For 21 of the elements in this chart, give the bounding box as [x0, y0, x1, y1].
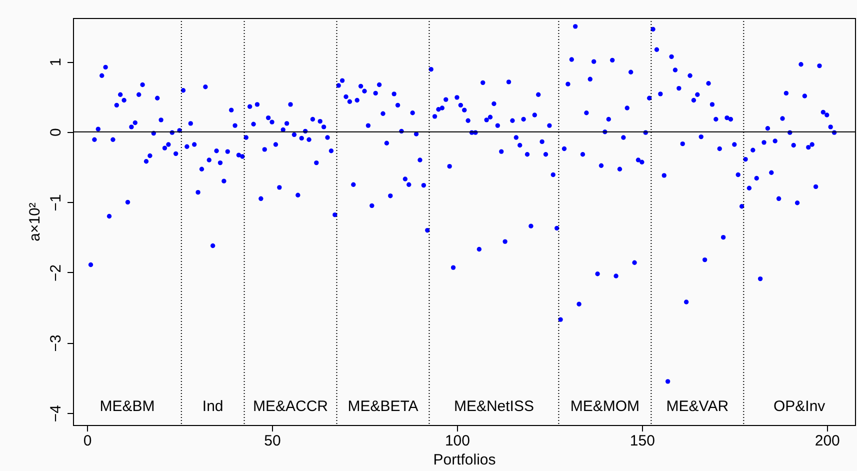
annotation: Ind	[202, 398, 224, 415]
y-tick-label: 0	[48, 128, 64, 137]
annotation: ME&NetISS	[454, 398, 534, 415]
y-tick-label: −1	[48, 194, 64, 212]
x-tick-label: 100	[444, 432, 470, 450]
y-tick-label: 1	[48, 58, 64, 66]
x-tick-label: 50	[264, 432, 281, 450]
x-tick-label: 200	[814, 432, 840, 450]
annotation: ME&MOM	[570, 398, 640, 415]
annotation: ME&VAR	[666, 398, 729, 415]
annotation: ME&BM	[100, 398, 155, 415]
annotation: ME&ACCR	[253, 398, 328, 415]
annotation: ME&BETA	[348, 398, 418, 415]
x-axis-title: Portfolios	[433, 452, 496, 468]
y-tick-label: −3	[48, 334, 64, 352]
x-tick-label: 0	[83, 432, 92, 450]
y-axis-title: a×10²	[26, 202, 44, 242]
annotation: OP&Inv	[773, 398, 826, 415]
x-tick-label: 150	[630, 432, 655, 450]
y-tick-label: −4	[48, 404, 64, 422]
y-tick-label: −2	[48, 264, 64, 282]
